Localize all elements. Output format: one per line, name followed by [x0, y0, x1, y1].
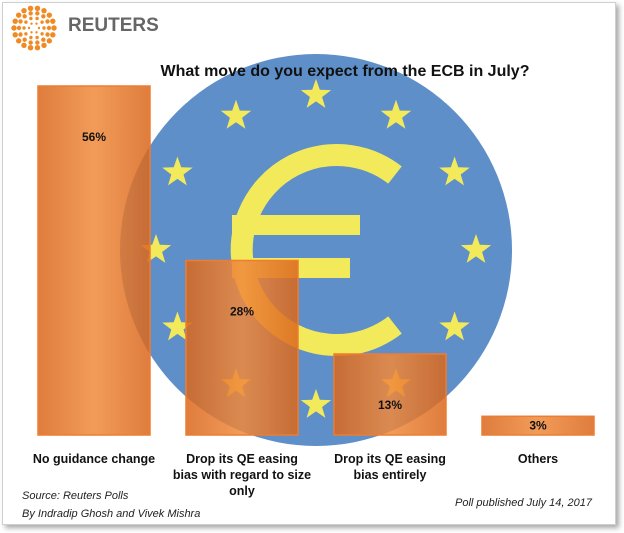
logo-dot: [34, 44, 41, 51]
logo-dot: [35, 16, 39, 21]
logo-dot: [24, 20, 28, 24]
bar: [37, 85, 151, 436]
logo-dot: [46, 25, 52, 31]
logo-dot: [15, 38, 22, 44]
star: [300, 389, 332, 418]
value-label: 28%: [230, 305, 254, 319]
logo-dot: [50, 18, 56, 24]
logo-dot: [30, 22, 33, 25]
logo-text: REUTERS: [68, 15, 159, 36]
logo-dot: [28, 11, 33, 16]
logo-dot: [35, 22, 38, 25]
logo-dot: [27, 26, 31, 30]
value-label: 3%: [529, 418, 547, 432]
logo-dot: [16, 25, 22, 31]
logo-dot: [41, 42, 47, 49]
euro-circle: [120, 54, 512, 446]
logo-dot: [42, 26, 46, 30]
star: [300, 79, 332, 108]
logo-dot: [35, 31, 38, 34]
logo-dot: [21, 7, 27, 14]
logo-dot: [22, 37, 27, 42]
value-label: 13%: [378, 398, 402, 412]
logo-dot: [27, 44, 34, 51]
bar: [185, 259, 299, 436]
star: [439, 311, 470, 341]
logo-dot: [41, 37, 46, 42]
bar: [481, 415, 595, 436]
logo-dot: [30, 31, 33, 34]
logo-dot: [27, 5, 34, 12]
logo-dot: [22, 14, 27, 19]
star: [439, 156, 470, 186]
star: [162, 311, 193, 341]
source: Source: Reuters Polls: [22, 490, 129, 502]
byline: By Indradip Ghosh and Vivek Mishra: [22, 508, 201, 520]
star: [460, 234, 492, 263]
logo-dot: [40, 32, 44, 36]
logo-dot: [12, 18, 18, 24]
logo-dot: [29, 16, 33, 21]
logo-dot: [18, 19, 23, 24]
logo-dot: [34, 5, 41, 12]
category-label: Drop its QE easing bias with regard to s…: [172, 452, 312, 498]
logo-dot: [37, 26, 41, 30]
logo-dot: [46, 12, 53, 18]
logo-dot: [45, 32, 50, 37]
logo-dot: [35, 11, 40, 16]
logo-dot: [28, 40, 33, 45]
star: [162, 156, 193, 186]
value-label: 56%: [82, 130, 106, 144]
category-label: Drop its QE easing bias entirely: [334, 452, 446, 482]
star: [380, 99, 412, 129]
logo-dot: [18, 32, 23, 37]
logo-dot: [11, 25, 17, 31]
logo-dot: [21, 42, 27, 49]
category-label: Others: [517, 452, 559, 466]
logo-dot: [15, 12, 22, 18]
chart-title: What move do you expect from the ECB in …: [161, 63, 530, 80]
star: [140, 234, 172, 263]
logo: [11, 5, 57, 51]
logo-dot: [41, 7, 47, 14]
logo-dot: [50, 32, 56, 38]
logo-dot: [35, 40, 40, 45]
logo-dot: [51, 25, 57, 31]
logo-dot: [46, 38, 53, 44]
bar: [333, 353, 447, 436]
note: Poll published July 14, 2017: [455, 497, 592, 509]
star: [220, 99, 252, 129]
logo-dot: [35, 35, 39, 40]
category-label: No guidance change: [32, 452, 156, 466]
logo-dot: [40, 20, 44, 24]
logo-dot: [22, 26, 26, 30]
logo-dot: [24, 32, 28, 36]
logo-dot: [41, 14, 46, 19]
logo-dot: [29, 35, 33, 40]
logo-dot: [12, 32, 18, 38]
logo-dot: [45, 19, 50, 24]
